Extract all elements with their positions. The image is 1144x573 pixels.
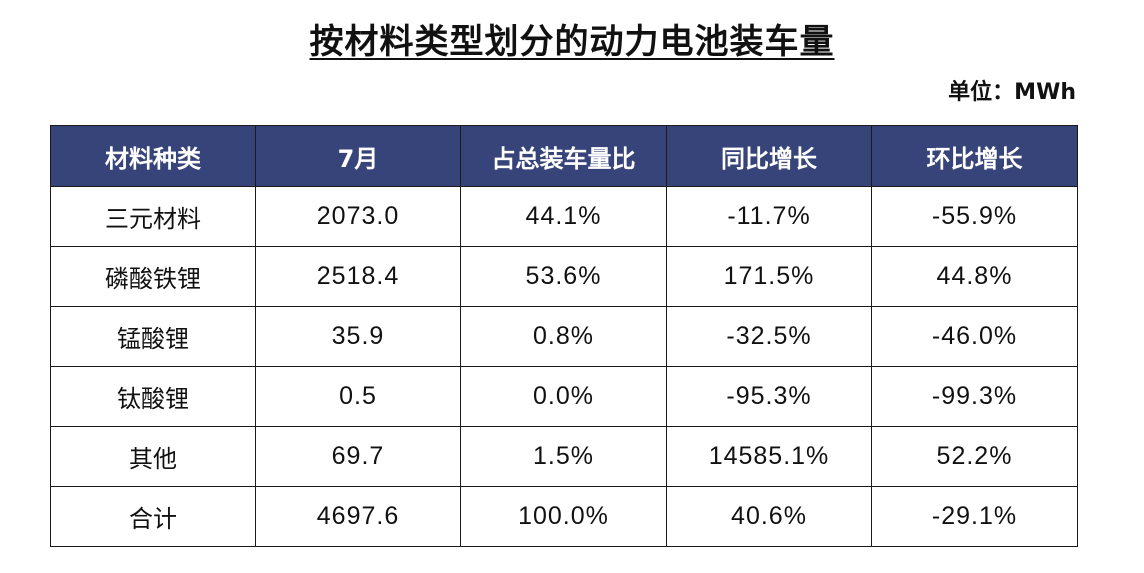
share-value: 0.0% <box>460 366 667 427</box>
table-row: 钛酸锂 0.5 0.0% -95.3% -99.3% <box>50 366 1078 427</box>
yoy-value: -32.5% <box>666 306 872 367</box>
mom-value: 52.2% <box>871 426 1078 487</box>
share-value: 44.1% <box>460 186 667 247</box>
july-value: 69.7 <box>255 426 461 487</box>
share-value: 53.6% <box>460 246 667 307</box>
header-material-type: 材料种类 <box>50 125 256 187</box>
mom-value: -99.3% <box>871 366 1078 427</box>
july-value: 2073.0 <box>255 186 461 247</box>
yoy-value: -95.3% <box>666 366 872 427</box>
mom-value: -29.1% <box>871 486 1078 547</box>
unit-label: 单位：MWh <box>948 80 1076 105</box>
share-value: 1.5% <box>460 426 667 487</box>
share-value: 100.0% <box>460 486 667 547</box>
table-row: 三元材料 2073.0 44.1% -11.7% -55.9% <box>50 186 1078 247</box>
page-title: 按材料类型划分的动力电池装车量 <box>309 22 835 62</box>
july-value: 2518.4 <box>255 246 461 307</box>
table-header-row: 材料种类 7月 占总装车量比 同比增长 环比增长 <box>50 125 1078 187</box>
material-name: 磷酸铁锂 <box>50 246 256 307</box>
material-name: 其他 <box>50 426 256 487</box>
mom-value: -46.0% <box>871 306 1078 367</box>
header-july: 7月 <box>255 125 461 187</box>
table-row: 磷酸铁锂 2518.4 53.6% 171.5% 44.8% <box>50 246 1078 307</box>
header-mom-growth: 环比增长 <box>871 125 1078 187</box>
mom-value: -55.9% <box>871 186 1078 247</box>
battery-installation-table: 材料种类 7月 占总装车量比 同比增长 环比增长 三元材料 2073.0 44.… <box>50 125 1078 547</box>
yoy-value: -11.7% <box>666 186 872 247</box>
material-name: 钛酸锂 <box>50 366 256 427</box>
yoy-value: 171.5% <box>666 246 872 307</box>
material-name: 锰酸锂 <box>50 306 256 367</box>
july-value: 0.5 <box>255 366 461 427</box>
july-value: 4697.6 <box>255 486 461 547</box>
table-row: 锰酸锂 35.9 0.8% -32.5% -46.0% <box>50 306 1078 367</box>
yoy-value: 40.6% <box>666 486 872 547</box>
mom-value: 44.8% <box>871 246 1078 307</box>
table-row: 其他 69.7 1.5% 14585.1% 52.2% <box>50 426 1078 487</box>
material-name: 合计 <box>50 486 256 547</box>
share-value: 0.8% <box>460 306 667 367</box>
header-share-of-total: 占总装车量比 <box>460 125 667 187</box>
yoy-value: 14585.1% <box>666 426 872 487</box>
july-value: 35.9 <box>255 306 461 367</box>
header-yoy-growth: 同比增长 <box>666 125 872 187</box>
table-row-total: 合计 4697.6 100.0% 40.6% -29.1% <box>50 486 1078 547</box>
material-name: 三元材料 <box>50 186 256 247</box>
